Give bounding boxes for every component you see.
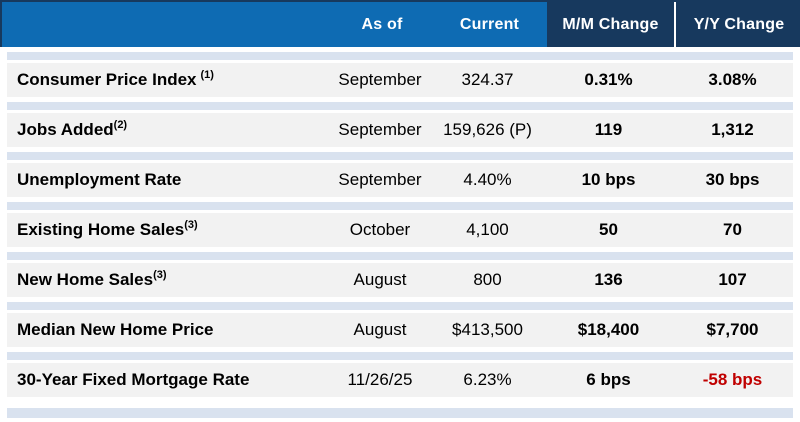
row-label-text: Unemployment Rate xyxy=(17,170,182,189)
yy-change-value: 70 xyxy=(723,220,742,239)
row-label-text: Median New Home Price xyxy=(17,320,214,339)
table-row: 30-Year Fixed Mortgage Rate 11/26/25 6.2… xyxy=(7,363,793,397)
table-row: New Home Sales (3) August 800 136 107 xyxy=(7,263,793,297)
row-separator xyxy=(7,252,793,260)
row-separator xyxy=(7,102,793,110)
row-separator xyxy=(7,302,793,310)
table-header-row: As of Current M/M Change Y/Y Change xyxy=(0,0,800,47)
row-label: Unemployment Rate xyxy=(7,163,330,197)
row-separator xyxy=(7,352,793,360)
row-label: New Home Sales (3) xyxy=(7,263,330,297)
row-label-footnote: (3) xyxy=(153,268,167,281)
as-of-value: October xyxy=(349,220,411,239)
table-row-group: Consumer Price Index (1) September 324.37… xyxy=(0,52,800,97)
table-row-group: New Home Sales (3) August 800 136 107 xyxy=(0,252,800,297)
yy-change-value: 30 bps xyxy=(705,170,760,189)
row-separator xyxy=(7,152,793,160)
current-value: 800 xyxy=(473,270,502,289)
table-row-group: Jobs Added (2) September 159,626 (P) 119 … xyxy=(0,102,800,147)
mm-change-value: 10 bps xyxy=(581,170,636,189)
current-value: 159,626 (P) xyxy=(443,120,532,139)
mm-change-value: 136 xyxy=(594,270,623,289)
table-row-group: Existing Home Sales (3) October 4,100 50 … xyxy=(0,202,800,247)
row-label-text: Existing Home Sales xyxy=(17,220,185,239)
row-label: Jobs Added (2) xyxy=(7,113,330,147)
current-value: 6.23% xyxy=(463,370,512,389)
row-label-footnote: (2) xyxy=(113,118,128,131)
as-of-value: August xyxy=(353,320,407,339)
row-label-text: 30-Year Fixed Mortgage Rate xyxy=(17,370,250,389)
yy-change-value: $7,700 xyxy=(706,320,759,339)
header-cell-mm-change: M/M Change xyxy=(547,2,674,47)
row-label-text: Jobs Added xyxy=(17,120,114,139)
yy-change-value: 3.08% xyxy=(708,70,757,89)
as-of-value: September xyxy=(338,120,422,139)
current-value: 324.37 xyxy=(461,70,514,89)
table-row: Median New Home Price August $413,500 $1… xyxy=(7,313,793,347)
row-label-footnote: (1) xyxy=(200,68,214,81)
as-of-value: 11/26/25 xyxy=(347,370,413,389)
header-cell-as-of: As of xyxy=(361,15,403,33)
header-cell-label xyxy=(2,2,332,47)
row-separator xyxy=(7,52,793,60)
table-body: Consumer Price Index (1) September 324.37… xyxy=(0,52,800,397)
mm-change-value: 0.31% xyxy=(584,70,633,89)
table-row: Consumer Price Index (1) September 324.37… xyxy=(7,63,793,97)
row-label-text: New Home Sales xyxy=(17,270,154,289)
mm-change-value: 50 xyxy=(599,220,618,239)
yy-change-value: 107 xyxy=(718,270,747,289)
table-row: Existing Home Sales (3) October 4,100 50 … xyxy=(7,213,793,247)
row-separator xyxy=(7,202,793,210)
yy-change-value: 1,312 xyxy=(711,120,754,139)
mm-change-value: $18,400 xyxy=(577,320,640,339)
row-label: 30-Year Fixed Mortgage Rate xyxy=(7,363,330,397)
row-label-footnote: (3) xyxy=(184,218,198,231)
mm-change-value: 119 xyxy=(594,120,623,139)
as-of-value: September xyxy=(338,170,422,189)
mm-change-value: 6 bps xyxy=(586,370,631,389)
header-cell-yy-change: Y/Y Change xyxy=(674,2,800,47)
table-row: Jobs Added (2) September 159,626 (P) 119 … xyxy=(7,113,793,147)
header-cell-current: Current xyxy=(459,15,520,33)
bottom-separator-band xyxy=(7,408,793,418)
as-of-value: August xyxy=(353,270,407,289)
table-row-group: Unemployment Rate September 4.40% 10 bps… xyxy=(0,152,800,197)
table-row: Unemployment Rate September 4.40% 10 bps… xyxy=(7,163,793,197)
current-value: 4,100 xyxy=(466,220,509,239)
table-row-group: Median New Home Price August $413,500 $1… xyxy=(0,302,800,347)
row-label-text: Consumer Price Index xyxy=(17,70,197,89)
as-of-value: September xyxy=(338,70,422,89)
row-label: Median New Home Price xyxy=(7,313,330,347)
row-label: Consumer Price Index (1) xyxy=(7,63,330,97)
table-row-group: 30-Year Fixed Mortgage Rate 11/26/25 6.2… xyxy=(0,352,800,397)
current-value: 4.40% xyxy=(463,170,512,189)
row-label: Existing Home Sales (3) xyxy=(7,213,330,247)
yy-change-value: -58 bps xyxy=(702,370,763,389)
current-value: $413,500 xyxy=(452,320,523,339)
